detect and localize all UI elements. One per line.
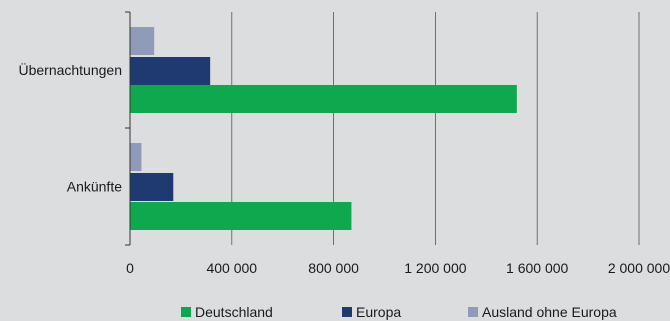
bars <box>130 27 517 230</box>
x-tick-labels: 0 400 000 800 000 1 200 000 1 600 000 2 000 0… <box>126 260 670 276</box>
category-labels: Übernachtungen Ankünfte <box>18 61 122 195</box>
legend-label: Europa <box>356 304 401 320</box>
bar-ausland-ohne-europa-0 <box>130 27 155 55</box>
category-label: Übernachtungen <box>18 61 122 78</box>
x-tick-label: 0 <box>126 260 134 276</box>
bar-deutschland-1 <box>130 202 352 230</box>
bar-europa-1 <box>130 173 174 201</box>
legend-label: Deutschland <box>195 304 273 320</box>
category-label: Ankünfte <box>67 179 122 195</box>
x-tick-label: 1 200 000 <box>404 260 466 276</box>
legend: Deutschland Europa Ausland ohne Europa <box>181 304 617 320</box>
x-tick-label: 2 000 000 <box>608 260 670 276</box>
legend-swatch <box>181 307 191 317</box>
bar-ausland-ohne-europa-1 <box>130 143 142 171</box>
legend-swatch <box>342 307 352 317</box>
bar-deutschland-0 <box>130 85 517 113</box>
legend-swatch <box>468 307 478 317</box>
axes <box>125 11 131 246</box>
bar-europa-0 <box>130 57 211 85</box>
x-tick-label: 800 000 <box>308 260 359 276</box>
legend-label: Ausland ohne Europa <box>482 304 617 320</box>
x-tick-label: 400 000 <box>206 260 257 276</box>
x-tick-label: 1 600 000 <box>506 260 568 276</box>
